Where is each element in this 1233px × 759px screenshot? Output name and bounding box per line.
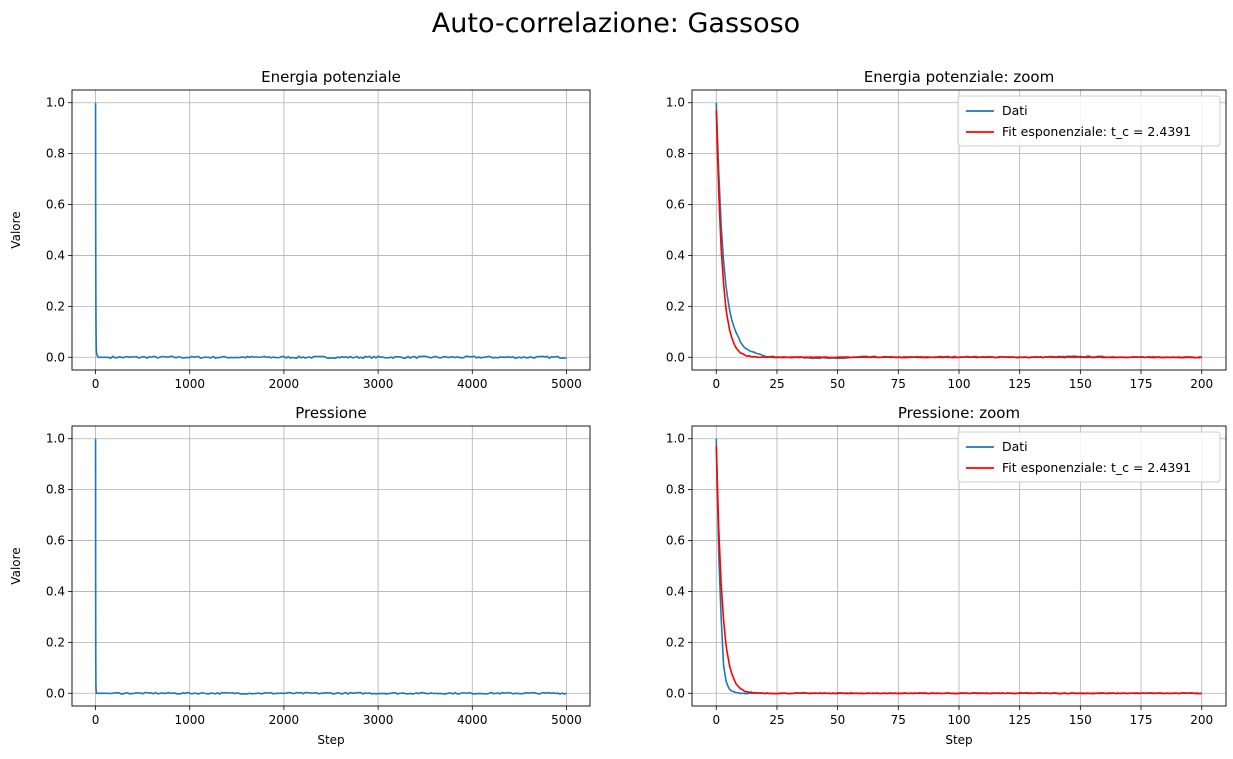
x-tick-label: 1000 [174,713,205,727]
legend-label: Fit esponenziale: t_c = 2.4391 [1002,124,1191,139]
y-tick-label: 0.2 [46,299,65,313]
x-tick-label: 175 [1130,377,1153,391]
x-tick-label: 175 [1130,713,1153,727]
x-tick-label: 25 [769,377,784,391]
legend-label: Dati [1002,103,1028,118]
y-tick-label: 1.0 [46,432,65,446]
x-tick-label: 125 [1008,713,1031,727]
x-axis-label: Step [317,733,344,747]
x-tick-label: 1000 [174,377,205,391]
axes-frame [691,425,1227,707]
x-tick-label: 25 [769,713,784,727]
x-tick-label: 3000 [363,377,394,391]
subplot-1: 0 1000 2000 3000 4000 5000 0.0 0.2 0.4 0.6 0.8 1.0 E… [9,68,591,391]
x-tick-label: 0 [712,377,720,391]
y-tick-label: 0.8 [46,483,65,497]
x-tick-label: 2000 [269,713,300,727]
y-tick-label: 0.6 [666,198,685,212]
x-tick-label: 125 [1008,377,1031,391]
legend-box [957,431,1221,483]
x-tick-label: 75 [891,713,906,727]
subplot-title: Pressione [295,404,367,422]
x-tick-label: 3000 [363,713,394,727]
y-axis-label: Valore [9,211,23,248]
series-line-data [94,102,567,360]
x-tick-label: 4000 [457,713,488,727]
y-tick-label: 0.0 [666,350,685,364]
x-tick-label: 75 [891,377,906,391]
x-tick-label: 50 [830,713,845,727]
y-tick-label: 0.0 [666,686,685,700]
x-tick-label: 0 [92,713,100,727]
subplot-title: Pressione: zoom [898,404,1020,422]
series-line-fit-esponenziale [715,446,1202,695]
figure-suptitle: Auto-correlazione: Gassoso [432,8,800,39]
x-tick-label: 50 [830,377,845,391]
y-tick-label: 0.6 [46,198,65,212]
axes-frame [691,89,1227,371]
axes-frame [71,89,591,371]
y-tick-label: 0.2 [666,635,685,649]
y-tick-label: 0.6 [666,534,685,548]
x-tick-label: 0 [712,713,720,727]
subplot-3: 0 1000 2000 3000 4000 5000 0.0 0.2 0.4 0.6 0.8 1.0 P… [9,404,591,747]
y-tick-label: 0.2 [46,635,65,649]
x-tick-label: 5000 [551,377,582,391]
subplot-title: Energia potenziale: zoom [864,68,1054,86]
axes-frame [71,425,591,707]
y-tick-label: 0.6 [46,534,65,548]
subplot-4: 0 25 50 75 100 125 150 175 200 0.0 0.2 0.4 0.6 0.8 1.0… [666,404,1227,747]
x-tick-label: 2000 [269,377,300,391]
y-tick-label: 1.0 [46,96,65,110]
subplot-2: 0 25 50 75 100 125 150 175 200 0.0 0.2 0.4 0.6 0.8 1.0… [666,68,1227,391]
x-tick-label: 100 [948,713,971,727]
x-tick-label: 150 [1069,377,1092,391]
series-line-fit-esponenziale [715,110,1202,359]
y-tick-label: 0.8 [46,147,65,161]
legend: Dati Fit esponenziale: t_c = 2.4391 [957,95,1221,147]
x-tick-label: 100 [948,377,971,391]
y-tick-label: 0.4 [666,248,685,262]
legend: Dati Fit esponenziale: t_c = 2.4391 [957,431,1221,483]
x-axis-label: Step [945,733,972,747]
y-tick-label: 0.8 [666,483,685,497]
y-axis-label: Valore [9,547,23,584]
y-tick-label: 1.0 [666,432,685,446]
legend-box [957,95,1221,147]
y-tick-label: 1.0 [666,96,685,110]
y-tick-label: 0.2 [666,299,685,313]
x-tick-label: 150 [1069,713,1092,727]
y-tick-label: 0.4 [46,248,65,262]
y-tick-label: 0.8 [666,147,685,161]
legend-label: Fit esponenziale: t_c = 2.4391 [1002,460,1191,475]
y-tick-label: 0.4 [666,584,685,598]
legend-label: Dati [1002,439,1028,454]
subplot-title: Energia potenziale [261,68,401,86]
x-tick-label: 4000 [457,377,488,391]
x-tick-label: 200 [1190,377,1213,391]
x-tick-label: 0 [92,377,100,391]
series-line-data [94,438,567,695]
y-tick-label: 0.4 [46,584,65,598]
x-tick-label: 200 [1190,713,1213,727]
x-tick-label: 5000 [551,713,582,727]
y-tick-label: 0.0 [46,686,65,700]
y-tick-label: 0.0 [46,350,65,364]
